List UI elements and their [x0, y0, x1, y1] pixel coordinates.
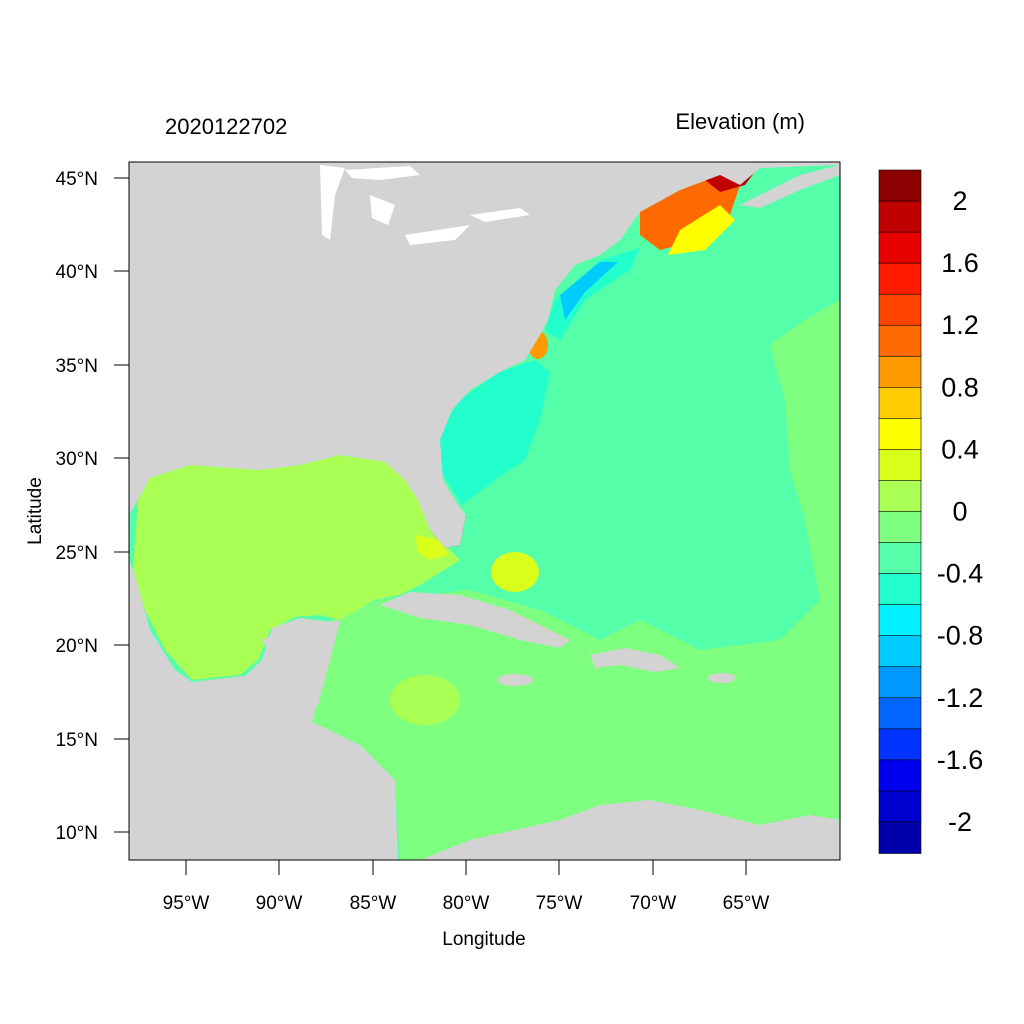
colorbar-swatch — [878, 542, 922, 575]
colorbar-swatch — [878, 728, 922, 761]
bahamas-bank — [491, 552, 539, 592]
colorbar-swatch — [878, 200, 922, 233]
x-tick-label: 65°W — [723, 893, 770, 914]
x-tick-label: 85°W — [350, 893, 397, 914]
x-tick-label: 70°W — [630, 893, 677, 914]
y-tick-label: 20°N — [56, 636, 98, 657]
y-tick-label: 40°N — [56, 262, 98, 283]
y-tick-label: 35°N — [56, 356, 98, 377]
colorbar-swatch — [878, 293, 922, 327]
gulf-of-mexico — [133, 455, 460, 680]
colorbar-swatch — [878, 790, 922, 823]
yucatan-land — [262, 620, 340, 705]
y-tick-label: 15°N — [56, 730, 98, 751]
colorbar-swatch — [878, 449, 922, 482]
y-axis: 45°N 40°N 35°N 30°N 25°N 20°N 15°N 10°N — [56, 169, 129, 844]
honduras-shelf — [390, 675, 460, 725]
colorbar-swatch — [878, 387, 922, 420]
north-america-land — [129, 162, 840, 548]
great-lakes — [320, 165, 530, 245]
colorbar-swatch — [878, 355, 922, 389]
colorbar-swatch — [878, 604, 922, 637]
colorbar-label: -0.4 — [937, 559, 984, 589]
plot-frame — [128, 161, 841, 861]
variable-title: Elevation (m) — [675, 109, 805, 134]
y-axis-label: Latitude — [25, 477, 46, 545]
jamaica-land — [497, 674, 533, 686]
colorbar-swatch — [878, 418, 922, 451]
colorbar-label: 2 — [952, 186, 967, 216]
colorbar — [878, 169, 922, 854]
y-tick-label: 30°N — [56, 449, 98, 470]
x-tick-label: 75°W — [536, 893, 583, 914]
colorbar-swatch — [878, 231, 922, 264]
colorbar-label: 0.8 — [941, 372, 979, 402]
y-tick-label: 10°N — [56, 823, 98, 844]
nova-scotia-land — [740, 165, 840, 208]
colorbar-label: 0.4 — [941, 434, 979, 464]
puerto-rico-land — [708, 673, 736, 683]
colorbar-swatch — [878, 697, 922, 730]
x-axis: 95°W 90°W 85°W 80°W 75°W 70°W 65°W — [163, 860, 770, 914]
colorbar-label: -2 — [948, 807, 972, 837]
colorbar-label: 1.2 — [941, 310, 979, 340]
gulf-of-maine-yellow — [668, 205, 735, 255]
colorbar-labels: 2 1.6 1.2 0.8 0.4 0 -0.4 -0.8 -1.2 -1.6 -2 — [937, 186, 984, 837]
colorbar-swatch — [878, 324, 922, 358]
south-america-land — [420, 800, 840, 860]
caribbean-sea — [300, 590, 840, 860]
colorbar-label: -1.6 — [937, 745, 984, 775]
x-tick-label: 95°W — [163, 893, 210, 914]
cuba-land — [380, 592, 570, 648]
colorbar-swatch — [878, 511, 922, 544]
colorbar-swatch — [878, 821, 922, 854]
gulf-of-maine-surge — [640, 175, 740, 250]
x-axis-label: Longitude — [442, 929, 525, 950]
y-tick-label: 45°N — [56, 169, 98, 190]
y-tick-label: 25°N — [56, 543, 98, 564]
colorbar-swatch — [878, 262, 922, 295]
southeast-shelf — [440, 360, 550, 505]
mid-atlantic-shelf — [545, 248, 640, 340]
colorbar-swatch — [878, 169, 922, 202]
colorbar-swatch — [878, 759, 922, 792]
colorbar-label: 1.6 — [941, 248, 979, 278]
colorbar-swatch — [878, 666, 922, 699]
colorbar-label: -1.2 — [937, 683, 984, 713]
shelf-deep-blue — [560, 262, 618, 320]
colorbar-swatch — [878, 480, 922, 513]
colorbar-swatch — [878, 635, 922, 668]
colorbar-label: -0.8 — [937, 621, 984, 651]
x-tick-label: 80°W — [443, 893, 490, 914]
x-tick-label: 90°W — [256, 893, 303, 914]
run-id-title: 2020122702 — [165, 114, 287, 139]
colorbar-swatch — [878, 573, 922, 606]
colorbar-label: 0 — [952, 497, 967, 527]
hispaniola-land — [590, 648, 680, 672]
map-plot-area — [129, 162, 840, 860]
